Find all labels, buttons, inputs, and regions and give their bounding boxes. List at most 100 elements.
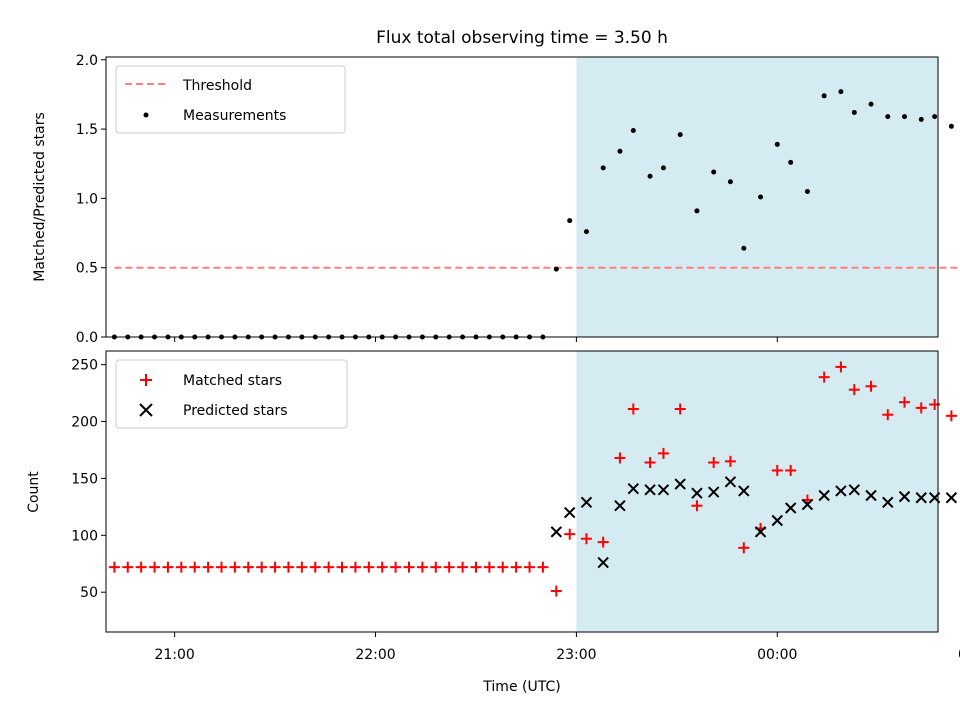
matched-star-point bbox=[537, 561, 549, 573]
matched-star-point bbox=[691, 500, 703, 512]
predicted-star-point bbox=[597, 556, 609, 569]
measurement-point bbox=[567, 218, 573, 224]
matched-star-point bbox=[202, 561, 214, 573]
legend-matched-swatch bbox=[140, 374, 152, 386]
matched-star-point bbox=[135, 561, 147, 573]
matched-star-point bbox=[510, 561, 522, 573]
measurement-point bbox=[804, 188, 810, 194]
predicted-star-point bbox=[771, 514, 783, 527]
matched-star-point bbox=[865, 380, 877, 392]
matched-star-point bbox=[674, 403, 686, 415]
predicted-star-point bbox=[738, 485, 750, 497]
count-panel-frame bbox=[105, 350, 939, 633]
count-y-axis-label: Count bbox=[26, 471, 42, 513]
predicted-star-point bbox=[550, 526, 563, 538]
ratio-panel: 0.00.51.01.52.0 Matched/Predicted stars … bbox=[32, 53, 960, 346]
matched-star-point bbox=[216, 561, 228, 573]
legend-measurements-label: Measurements bbox=[183, 108, 286, 124]
predicted-star-point bbox=[898, 490, 911, 503]
predicted-star-point bbox=[691, 487, 703, 499]
matched-star-point bbox=[403, 561, 415, 573]
predicted-star-point bbox=[580, 496, 593, 509]
predicted-star-point bbox=[627, 482, 640, 495]
matched-star-point bbox=[657, 447, 669, 459]
measurement-point bbox=[600, 165, 606, 171]
matched-star-point bbox=[564, 528, 576, 540]
matched-star-point bbox=[376, 561, 388, 573]
matched-star-point bbox=[363, 561, 375, 573]
chart-title: Flux total observing time = 3.50 h bbox=[376, 28, 668, 48]
matched-star-point bbox=[848, 384, 860, 396]
x-tick-label: 23:00 bbox=[556, 647, 596, 663]
measurement-point bbox=[660, 165, 666, 171]
predicted-star-point bbox=[882, 496, 894, 509]
predicted-star-point bbox=[784, 502, 797, 514]
matched-star-point bbox=[122, 561, 134, 573]
matched-star-point bbox=[483, 561, 495, 573]
matched-star-point bbox=[282, 561, 294, 573]
x-tick-label: 01:00 bbox=[958, 647, 960, 663]
matched-star-point bbox=[580, 533, 592, 545]
x-tick-label: 22:00 bbox=[355, 647, 395, 663]
measurement-point bbox=[918, 116, 924, 122]
matched-star-point bbox=[915, 402, 927, 414]
ratio-y-tick-label: 2.0 bbox=[76, 53, 98, 69]
matched-star-point bbox=[882, 409, 894, 421]
matched-star-point bbox=[189, 561, 201, 573]
legend-threshold-label: Threshold bbox=[182, 78, 252, 94]
matched-star-point bbox=[296, 561, 308, 573]
predicted-star-point bbox=[754, 526, 767, 538]
measurement-point bbox=[788, 159, 794, 165]
matched-star-point bbox=[597, 536, 609, 548]
measurement-point bbox=[694, 208, 700, 214]
measurement-point bbox=[838, 89, 844, 95]
measurement-point bbox=[647, 173, 653, 179]
measurement-point bbox=[948, 123, 954, 129]
matched-star-point bbox=[242, 561, 254, 573]
legend-measurements-swatch bbox=[143, 112, 149, 118]
ratio-y-tick-label: 1.5 bbox=[76, 122, 98, 138]
matched-star-point bbox=[457, 561, 469, 573]
matched-star-point bbox=[550, 585, 562, 597]
ratio-legend: Threshold Measurements bbox=[115, 65, 346, 134]
x-axis-label: Time (UTC) bbox=[482, 679, 560, 695]
matched-star-point bbox=[162, 561, 174, 573]
matched-star-point bbox=[269, 561, 281, 573]
measurement-point bbox=[711, 169, 717, 175]
predicted-star-point bbox=[865, 489, 877, 502]
matched-star-point bbox=[470, 561, 482, 573]
predicted-star-point bbox=[644, 484, 656, 496]
matched-star-point bbox=[256, 561, 268, 573]
measurement-point bbox=[758, 194, 764, 200]
predicted-star-point bbox=[818, 489, 830, 502]
matched-star-point bbox=[785, 464, 797, 476]
matched-star-point bbox=[229, 561, 241, 573]
ratio-y-tick-label: 0.5 bbox=[76, 261, 98, 277]
matched-star-point bbox=[835, 361, 847, 373]
count-y-tick-label: 50 bbox=[80, 585, 98, 601]
measurement-point bbox=[553, 266, 559, 272]
ratio-observing-window bbox=[576, 57, 938, 337]
x-tick-label: 21:00 bbox=[154, 647, 194, 663]
count-panel: 50 100 150 200 250 21:00 22:00 23:00 00:00 01:00… bbox=[26, 350, 960, 695]
predicted-star-point bbox=[915, 492, 927, 504]
legend-matched-label: Matched stars bbox=[183, 373, 282, 389]
measurement-point bbox=[868, 101, 874, 107]
matched-star-point bbox=[323, 561, 335, 573]
matched-star-point bbox=[349, 561, 361, 573]
measurement-point bbox=[902, 114, 908, 120]
predicted-star-point bbox=[848, 484, 861, 496]
matched-star-point bbox=[627, 403, 639, 415]
measurement-point bbox=[630, 127, 636, 133]
ratio-y-tick-label: 1.0 bbox=[76, 191, 98, 207]
predicted-star-point bbox=[614, 500, 626, 512]
ratio-panel-frame bbox=[105, 56, 939, 338]
matched-star-point bbox=[708, 456, 720, 468]
matched-star-point bbox=[771, 464, 783, 476]
measurement-point bbox=[932, 114, 938, 120]
count-y-tick-label: 150 bbox=[71, 471, 98, 487]
measurement-point bbox=[727, 179, 733, 185]
matched-star-point bbox=[108, 561, 120, 573]
matched-star-point bbox=[149, 561, 161, 573]
